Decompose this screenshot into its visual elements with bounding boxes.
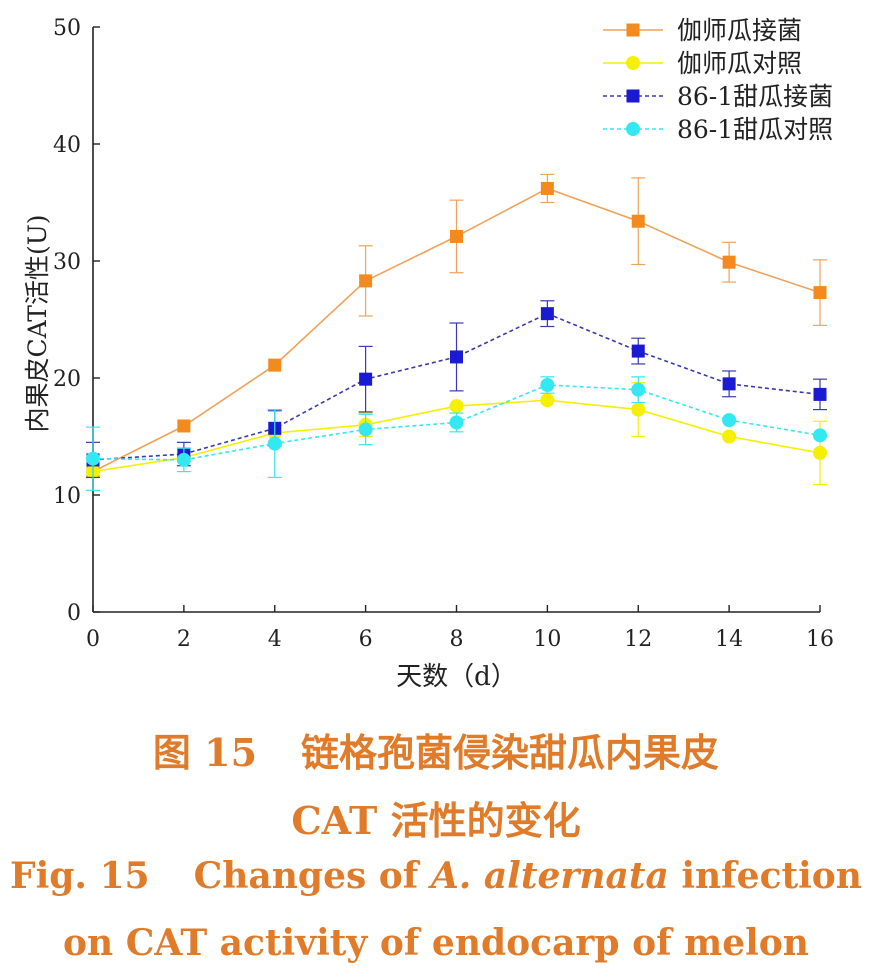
caption-zh-fig-number: 图 15 <box>152 730 258 775</box>
series-3 <box>86 300 827 479</box>
data-point <box>540 393 555 408</box>
data-point <box>450 229 463 243</box>
y-axis-label: 内果皮CAT活性(U) <box>23 214 52 432</box>
caption-zh-line1: 图 15 链格孢菌侵染甜瓜内果皮 <box>0 722 872 777</box>
data-point <box>449 415 464 430</box>
series-1 <box>86 173 827 479</box>
legend-label: 86-1甜瓜对照 <box>677 115 833 144</box>
data-point <box>267 436 282 451</box>
data-point <box>722 413 737 428</box>
caption-en-title-b: infection <box>668 855 862 897</box>
x-tick-label: 2 <box>177 627 191 652</box>
data-point <box>86 451 100 466</box>
y-tick-label: 30 <box>53 250 81 275</box>
caption-zh-title: 链格孢菌侵染甜瓜内果皮 <box>301 730 720 775</box>
data-point <box>450 350 463 364</box>
y-tick-label: 0 <box>67 601 81 626</box>
legend-marker <box>626 56 640 70</box>
x-tick-label: 4 <box>268 627 282 652</box>
legend-label: 86-1甜瓜接菌 <box>677 82 833 111</box>
data-point <box>359 372 373 386</box>
data-point <box>813 428 827 443</box>
data-point <box>722 429 737 444</box>
y-tick-label: 20 <box>53 367 81 392</box>
series-line <box>92 312 821 461</box>
legend-label: 伽师瓜接菌 <box>677 16 802 45</box>
legend-marker <box>626 23 640 37</box>
legend-marker <box>626 122 640 136</box>
data-point <box>813 387 827 401</box>
data-point <box>631 214 645 228</box>
series-layer <box>86 173 827 491</box>
x-tick-label: 8 <box>450 627 464 652</box>
series-4 <box>86 376 827 491</box>
y-tick-label: 10 <box>53 484 81 509</box>
legend-marker <box>626 89 640 103</box>
data-point <box>631 344 645 358</box>
data-point <box>359 274 373 288</box>
x-tick-label: 0 <box>86 627 100 652</box>
y-tick-label: 40 <box>53 133 81 158</box>
data-point <box>540 378 555 393</box>
axes: 0 10 20 30 40 50 0 2 4 6 8 10 12 14 16 天数（d） 内果皮CAT活性(U) <box>23 16 834 692</box>
x-tick-label: 12 <box>624 627 652 652</box>
caption-en-line2: on CAT activity of endocarp of melon <box>63 922 809 964</box>
data-point <box>813 286 827 300</box>
data-point <box>631 382 646 397</box>
y-tick-label: 50 <box>53 16 81 41</box>
x-axis-label: 天数（d） <box>396 662 517 692</box>
data-point <box>722 255 736 269</box>
x-tick-label: 10 <box>533 627 561 652</box>
data-point <box>358 422 373 437</box>
cat-activity-chart: 0 10 20 30 40 50 0 2 4 6 8 10 12 14 16 天数（d） 内果皮CAT活性(U)… <box>23 16 834 692</box>
data-point <box>177 419 191 433</box>
data-point <box>449 399 464 414</box>
x-tick-label: 14 <box>715 627 743 652</box>
caption-en-title-a: Changes of <box>193 855 431 897</box>
data-point <box>540 307 554 321</box>
caption-zh-line2: CAT 活性的变化 <box>291 798 581 843</box>
caption-en-species: A. alternata <box>430 855 669 897</box>
caption-en-line1: Fig. 15 Changes of A. alternata infection <box>0 855 872 897</box>
data-point <box>813 445 827 460</box>
caption-en-fig-number: Fig. 15 <box>10 855 150 897</box>
x-tick-label: 6 <box>359 627 373 652</box>
data-point <box>631 402 646 417</box>
x-tick-label: 16 <box>806 627 834 652</box>
legend-label: 伽师瓜对照 <box>677 49 802 78</box>
data-point <box>268 358 282 372</box>
data-point <box>540 181 554 195</box>
data-point <box>176 452 191 467</box>
data-point <box>722 377 736 391</box>
series-2 <box>86 382 827 486</box>
